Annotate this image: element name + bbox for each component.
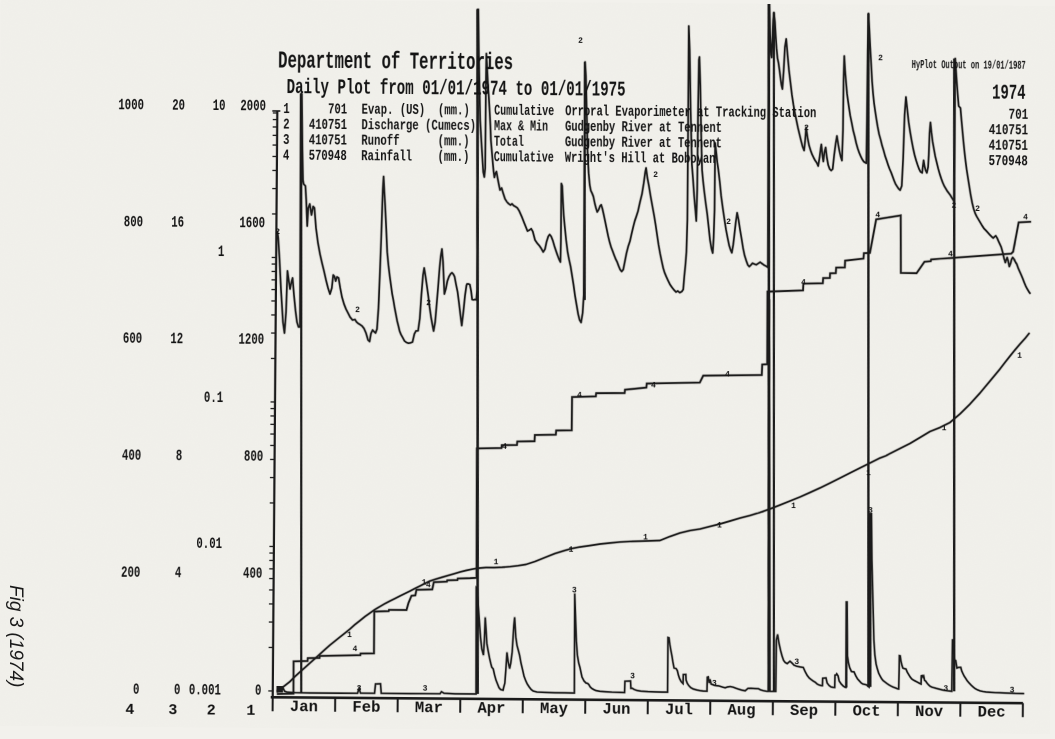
svg-text:4: 4 xyxy=(948,250,953,259)
svg-text:1: 1 xyxy=(1017,352,1022,361)
svg-text:800: 800 xyxy=(244,448,263,466)
svg-text:0.01: 0.01 xyxy=(196,535,222,553)
svg-text:2: 2 xyxy=(878,54,883,63)
svg-text:4: 4 xyxy=(651,382,656,391)
svg-text:4: 4 xyxy=(875,211,880,220)
svg-text:2: 2 xyxy=(653,171,658,180)
svg-text:800: 800 xyxy=(124,213,143,231)
svg-text:10: 10 xyxy=(213,97,226,115)
svg-text:1: 1 xyxy=(494,558,499,567)
svg-text:2: 2 xyxy=(975,205,980,214)
svg-text:12: 12 xyxy=(170,330,183,348)
svg-text:2: 2 xyxy=(804,124,809,133)
svg-text:Sep: Sep xyxy=(790,702,818,720)
svg-text:3: 3 xyxy=(423,684,428,693)
svg-text:400: 400 xyxy=(122,447,141,465)
svg-text:Rainfall (mm.): Rainfall (mm.) xyxy=(361,148,469,166)
svg-text:3: 3 xyxy=(943,685,948,694)
svg-text:2: 2 xyxy=(283,117,290,134)
svg-text:3: 3 xyxy=(283,132,290,149)
svg-text:3: 3 xyxy=(868,506,873,515)
svg-text:May: May xyxy=(540,700,568,718)
svg-text:3: 3 xyxy=(630,672,635,681)
svg-text:16: 16 xyxy=(171,213,184,231)
svg-text:4: 4 xyxy=(725,371,730,380)
svg-text:1: 1 xyxy=(283,101,290,118)
svg-text:0.001: 0.001 xyxy=(189,681,221,699)
svg-text:1: 1 xyxy=(942,424,947,433)
svg-text:8: 8 xyxy=(176,447,183,465)
svg-text:3: 3 xyxy=(712,680,717,689)
svg-text:600: 600 xyxy=(123,330,142,348)
svg-text:Department of Territories: Department of Territories xyxy=(278,48,513,77)
svg-text:Apr: Apr xyxy=(477,700,505,718)
svg-text:Aug: Aug xyxy=(727,702,755,720)
svg-text:4: 4 xyxy=(502,443,507,452)
svg-text:2: 2 xyxy=(426,299,431,308)
svg-text:3: 3 xyxy=(572,587,577,596)
svg-text:1: 1 xyxy=(791,502,796,511)
svg-text:HyPlot Output on 19/01/1987: HyPlot Output on 19/01/1987 xyxy=(912,58,1026,73)
svg-text:701: 701 xyxy=(328,101,347,118)
svg-text:Jun: Jun xyxy=(602,701,630,719)
svg-text:1: 1 xyxy=(643,533,648,542)
svg-text:570948: 570948 xyxy=(988,153,1027,170)
svg-text:Dec: Dec xyxy=(978,703,1006,721)
svg-text:0: 0 xyxy=(133,681,140,699)
svg-text:200: 200 xyxy=(121,564,140,582)
svg-text:4: 4 xyxy=(1023,213,1028,222)
svg-text:4: 4 xyxy=(426,581,431,590)
svg-text:4: 4 xyxy=(577,391,582,400)
svg-text:4: 4 xyxy=(283,148,290,165)
svg-text:Wright's Hill at Boboyan: Wright's Hill at Boboyan xyxy=(565,150,716,168)
svg-text:2: 2 xyxy=(275,228,280,237)
svg-text:0.1: 0.1 xyxy=(204,389,223,407)
svg-text:1: 1 xyxy=(218,243,225,261)
svg-text:2: 2 xyxy=(952,202,957,211)
svg-text:Jul: Jul xyxy=(665,701,693,719)
svg-text:2: 2 xyxy=(726,218,731,227)
svg-text:570948: 570948 xyxy=(309,148,347,165)
svg-text:1000: 1000 xyxy=(118,96,144,114)
svg-text:1: 1 xyxy=(569,546,574,555)
svg-text:Oct: Oct xyxy=(852,703,880,721)
svg-text:0: 0 xyxy=(255,682,262,700)
svg-text:4: 4 xyxy=(801,278,806,287)
svg-text:3: 3 xyxy=(168,702,177,719)
svg-text:1: 1 xyxy=(246,703,255,720)
svg-text:20: 20 xyxy=(172,97,185,115)
svg-text:2000: 2000 xyxy=(240,97,266,115)
svg-text:1: 1 xyxy=(347,631,352,640)
svg-text:3: 3 xyxy=(1010,686,1015,695)
svg-text:3: 3 xyxy=(794,658,799,667)
svg-text:1974: 1974 xyxy=(992,83,1026,106)
svg-text:Mar: Mar xyxy=(415,699,443,717)
svg-text:1: 1 xyxy=(866,469,871,478)
svg-text:2: 2 xyxy=(355,306,360,315)
svg-text:2: 2 xyxy=(207,702,216,719)
svg-text:Nov: Nov xyxy=(915,703,944,721)
svg-text:4: 4 xyxy=(175,564,182,582)
svg-text:Cumulative: Cumulative xyxy=(494,149,554,166)
svg-text:1200: 1200 xyxy=(238,331,264,349)
svg-text:Feb: Feb xyxy=(352,699,380,717)
svg-text:3: 3 xyxy=(357,685,362,694)
svg-text:1600: 1600 xyxy=(239,214,265,232)
svg-text:701: 701 xyxy=(1008,107,1028,124)
svg-text:4: 4 xyxy=(353,645,358,654)
svg-text:4: 4 xyxy=(125,702,134,719)
svg-text:Daily Plot from 01/01/1974 to: Daily Plot from 01/01/1974 to 01/01/1975 xyxy=(287,76,626,103)
svg-text:Jan: Jan xyxy=(290,698,318,716)
svg-text:400: 400 xyxy=(243,565,262,583)
svg-text:1: 1 xyxy=(717,521,722,530)
svg-text:2: 2 xyxy=(578,37,583,46)
svg-text:0: 0 xyxy=(174,681,181,699)
